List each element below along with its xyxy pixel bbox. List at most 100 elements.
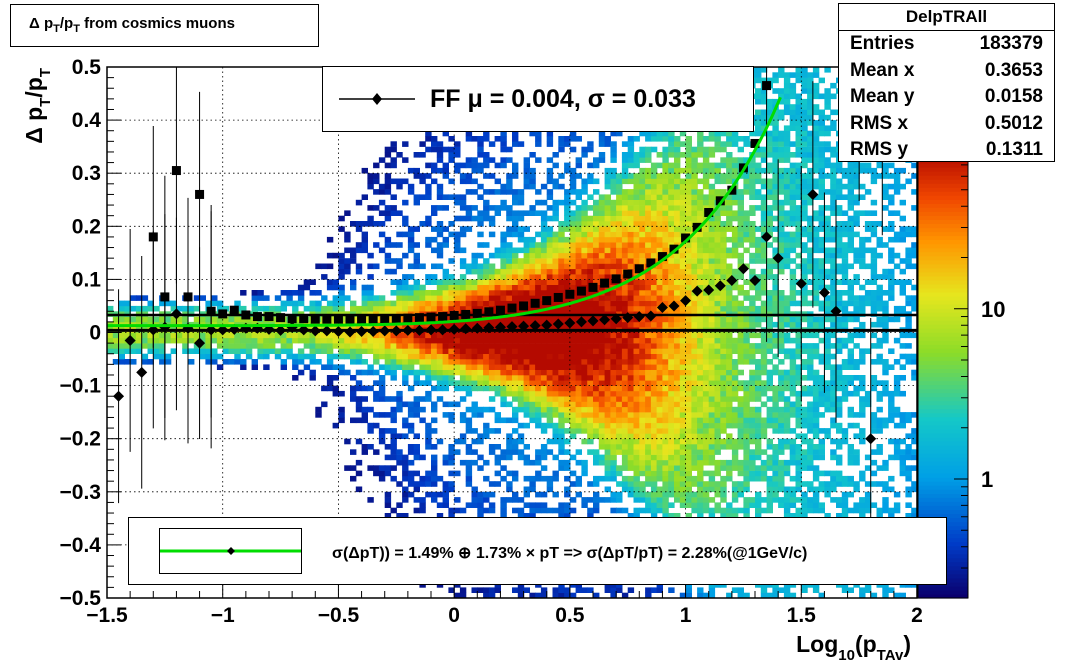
heatmap-cell [650,247,658,254]
heatmap-cell [540,592,548,599]
heatmap-cell [326,343,334,349]
heatmap-cell [656,507,663,514]
heatmap-cell [384,337,392,344]
heatmap-cell [361,406,368,413]
heatmap-cell [529,401,536,408]
heatmap-cell [743,438,750,445]
heatmap-cell [488,279,496,285]
heatmap-cell [702,497,710,503]
heatmap-cell [720,507,727,514]
heatmap-cell [720,364,727,370]
heatmap-cell [610,417,617,424]
heatmap-cell [442,290,449,296]
heatmap-cell [465,428,473,434]
heatmap-cell [471,491,478,498]
heatmap-cell [344,236,351,243]
heatmap-cell [436,290,444,296]
heatmap-cell [650,401,658,408]
heatmap-cell [749,438,756,445]
heatmap-cell [685,189,692,195]
heatmap-cell [355,221,363,227]
heatmap-cell [118,348,125,354]
heatmap-cell [685,178,692,185]
heatmap-cell [714,279,721,285]
heatmap-cell [529,475,536,482]
heatmap-cell [691,348,698,354]
heatmap-cell [702,380,710,386]
heatmap-cell [604,390,611,397]
heatmap-cell [731,295,739,301]
heatmap-cell [170,316,177,323]
heatmap-cell [714,353,721,360]
heatmap-cell [384,258,392,264]
heatmap-cell [720,252,727,259]
heatmap-cell [627,359,635,365]
heatmap-cell [373,359,380,365]
heatmap-cell [442,242,449,248]
heatmap-cell [251,359,258,365]
heatmap-cell [668,263,675,270]
heatmap-cell [621,167,629,174]
heatmap-cell [355,459,363,466]
heatmap-cell [581,205,588,211]
heatmap-cell [529,502,536,508]
heatmap-cell [529,258,536,264]
heatmap-cell [402,459,409,466]
heatmap-cell [500,390,507,397]
heatmap-cell [367,369,374,376]
heatmap-cell [668,226,675,232]
heatmap-cell [662,279,669,285]
heatmap-cell [656,390,663,397]
heatmap-cell [749,497,756,503]
heatmap-cell [465,385,473,392]
heatmap-cell [303,364,311,370]
heatmap-cell [674,167,681,174]
heatmap-cell [633,295,640,301]
heatmap-cell [575,268,582,275]
heatmap-cell [396,433,403,439]
heatmap-cell [396,359,403,365]
heatmap-cell [425,279,432,285]
heatmap-cell [755,385,762,392]
heatmap-cell [396,502,403,508]
heatmap-cell [512,221,519,227]
heatmap-cell [633,247,640,254]
heatmap-cell [575,396,582,402]
heatmap-cell [373,449,380,455]
heatmap-cell [737,507,744,514]
heatmap-cell [546,316,554,323]
heatmap-cell [650,183,658,190]
heatmap-cell [610,300,617,307]
heatmap-cell [749,375,756,381]
heatmap-cell [523,422,530,429]
heatmap-cell [598,417,606,424]
heatmap-cell [708,401,716,408]
heatmap-cell [540,199,548,206]
heatmap-cell [529,210,536,216]
heatmap-cell [610,167,617,174]
heatmap-cell [454,284,461,291]
heatmap-cell [697,401,704,408]
heatmap-cell [639,189,646,195]
heatmap-cell [691,183,698,190]
heatmap-cell [674,475,681,482]
heatmap-cell [552,162,559,169]
heatmap-cell [309,337,316,344]
heatmap-cell [691,375,698,381]
heatmap-cell [419,290,426,296]
heatmap-cell [633,321,640,328]
heatmap-cell [425,438,432,445]
heatmap-cell [650,130,658,137]
heatmap-cell [726,252,733,259]
heatmap-cell [604,422,611,429]
heatmap-cell [610,507,617,514]
heatmap-cell [477,491,484,498]
heatmap-cell [743,226,750,232]
heatmap-cell [402,422,409,429]
heatmap-cell [697,497,704,503]
heatmap-cell [419,173,426,179]
heatmap-cell [338,343,345,349]
heatmap-cell [581,332,588,339]
heatmap-cell [355,406,363,413]
heatmap-cell [639,369,646,376]
